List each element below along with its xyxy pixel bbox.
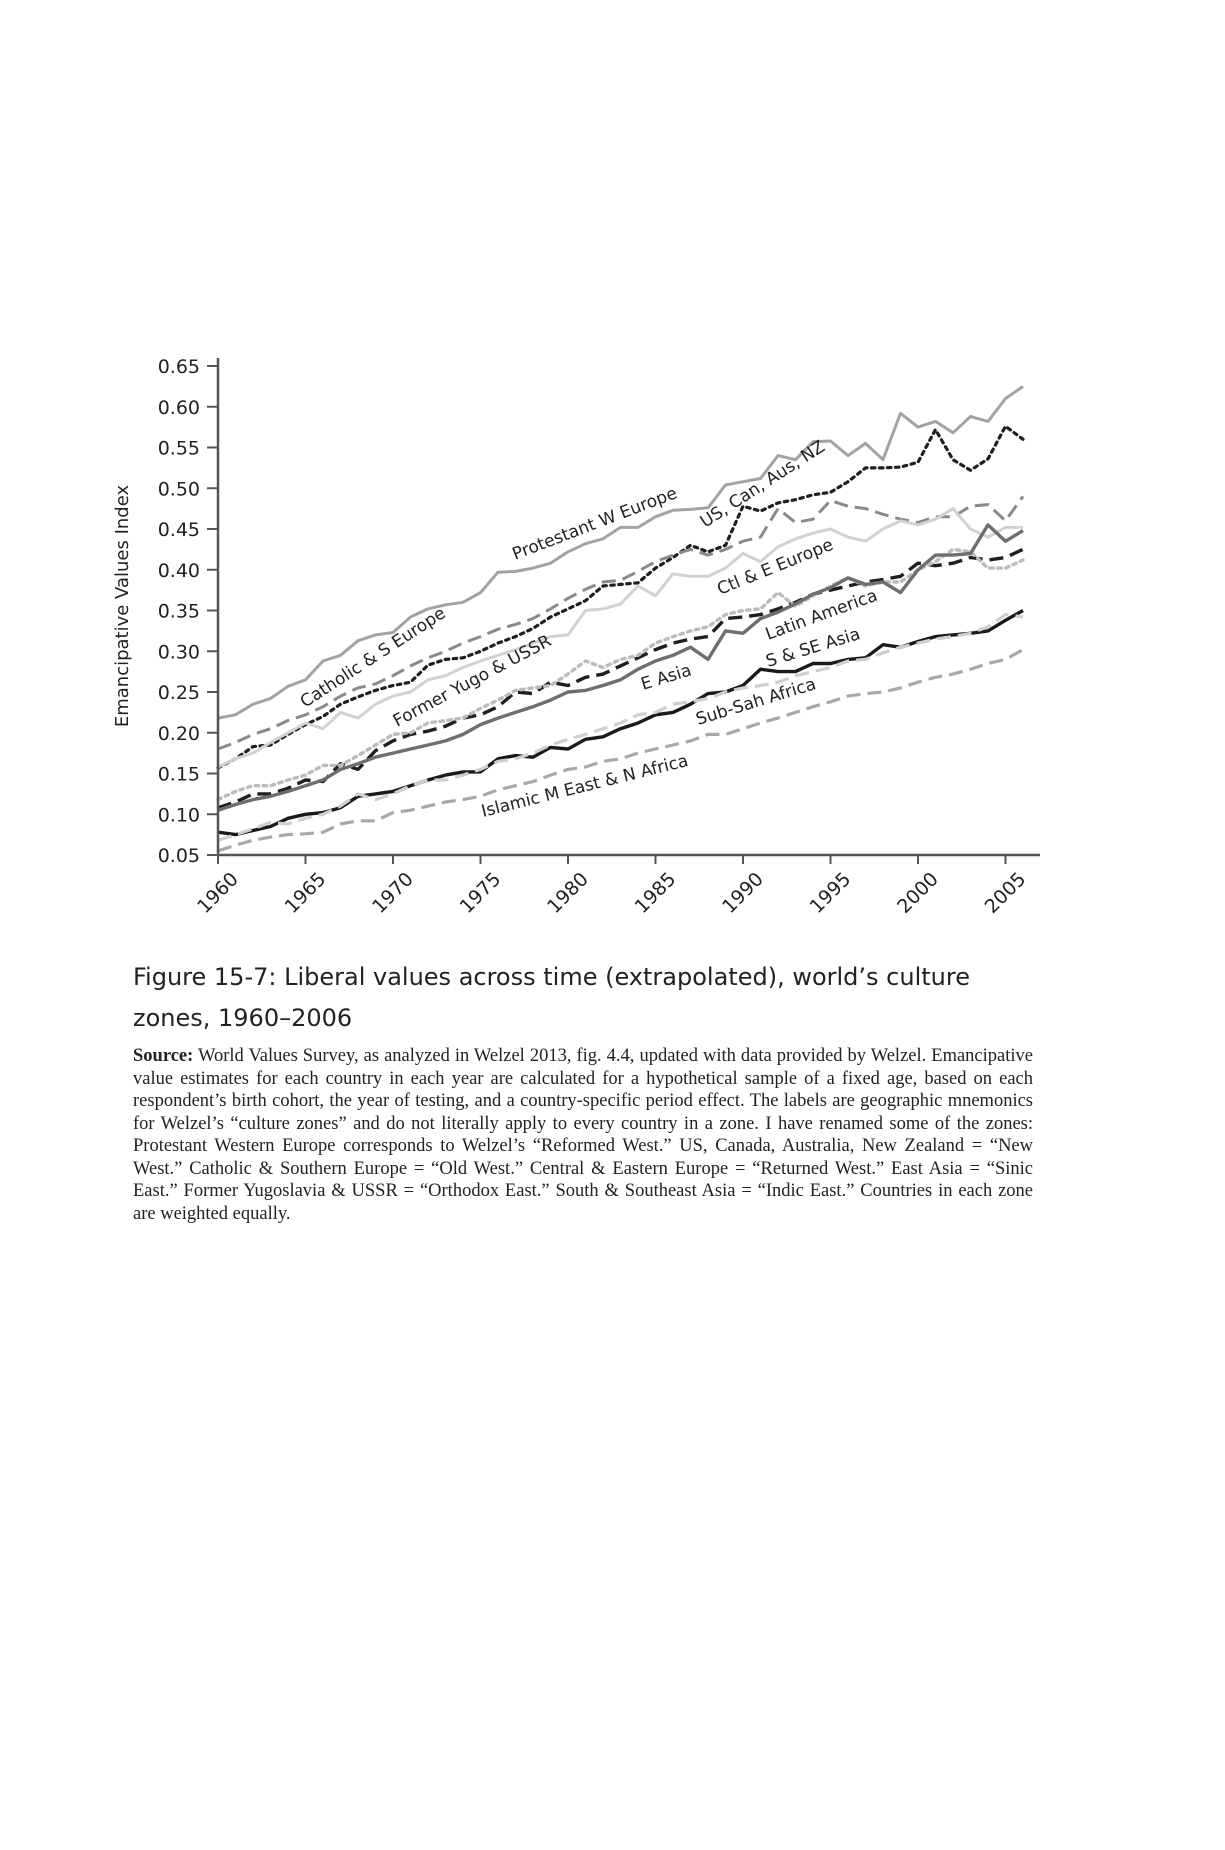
y-tick-label: 0.60 [158,397,200,419]
y-tick-label: 0.20 [158,723,200,745]
x-tick-label: 1970 [368,868,418,918]
y-tick-label: 0.50 [158,478,200,500]
y-tick-label: 0.40 [158,560,200,582]
x-tick-label: 1985 [631,868,681,918]
line-chart: 0.05 0.10 0.15 0.20 0.25 0.30 0.35 0.40 0.45 0.50… [112,356,1040,918]
series-line-9 [217,648,1024,853]
y-tick-label: 0.65 [158,356,200,378]
series-line-3 [217,507,1023,769]
series-label-layer: Protestant W Europe US, Can, Aus, NZCatho… [297,437,880,822]
x-tick-label: 1990 [718,868,768,918]
series-line-2 [217,495,1025,751]
series-line-8 [217,613,1024,842]
x-tick-label: 1980 [543,868,593,918]
x-tick-label: 1995 [806,868,856,918]
series-label-0: Protestant W Europe [510,483,680,564]
y-tick-label: 0.35 [158,601,200,623]
series-line-5 [216,547,1025,802]
y-tick-label: 0.30 [158,641,200,663]
series-line-0 [217,385,1024,720]
y-tick-label: 0.15 [158,764,200,786]
series-layer [216,385,1025,853]
x-tick-label: 2005 [981,868,1031,918]
y-tick-label: 0.05 [158,845,200,867]
x-tick-label: 1960 [193,868,243,918]
x-tick-label: 2000 [893,868,943,918]
series-label-3: Ctl & E Europe [714,535,836,600]
series-label-8: Sub-Sah Africa [694,674,819,729]
y-tick-label: 0.25 [158,682,200,704]
series-line-4 [217,547,1024,810]
y-tick-label: 0.55 [158,438,200,460]
y-tick-label: 0.10 [158,804,200,826]
figure-caption: Figure 15-7: Liberal values across time … [133,963,970,1032]
source-text: World Values Survey, as analyzed in Welz… [133,1046,1033,1224]
x-tick-label: 1975 [456,868,506,918]
series-line-7 [217,609,1024,837]
y-tick-label: 0.45 [158,519,200,541]
x-tick-label: 1965 [281,868,331,918]
source-note: Source: World Values Survey, as analyzed… [133,1045,1033,1225]
series-line-1 [216,424,1025,770]
series-line-6 [217,523,1024,812]
source-label: Source: [133,1046,194,1066]
y-axis-label: Emancipative Values Index [112,485,133,728]
series-label-1: US, Can, Aus, NZ [697,437,829,532]
